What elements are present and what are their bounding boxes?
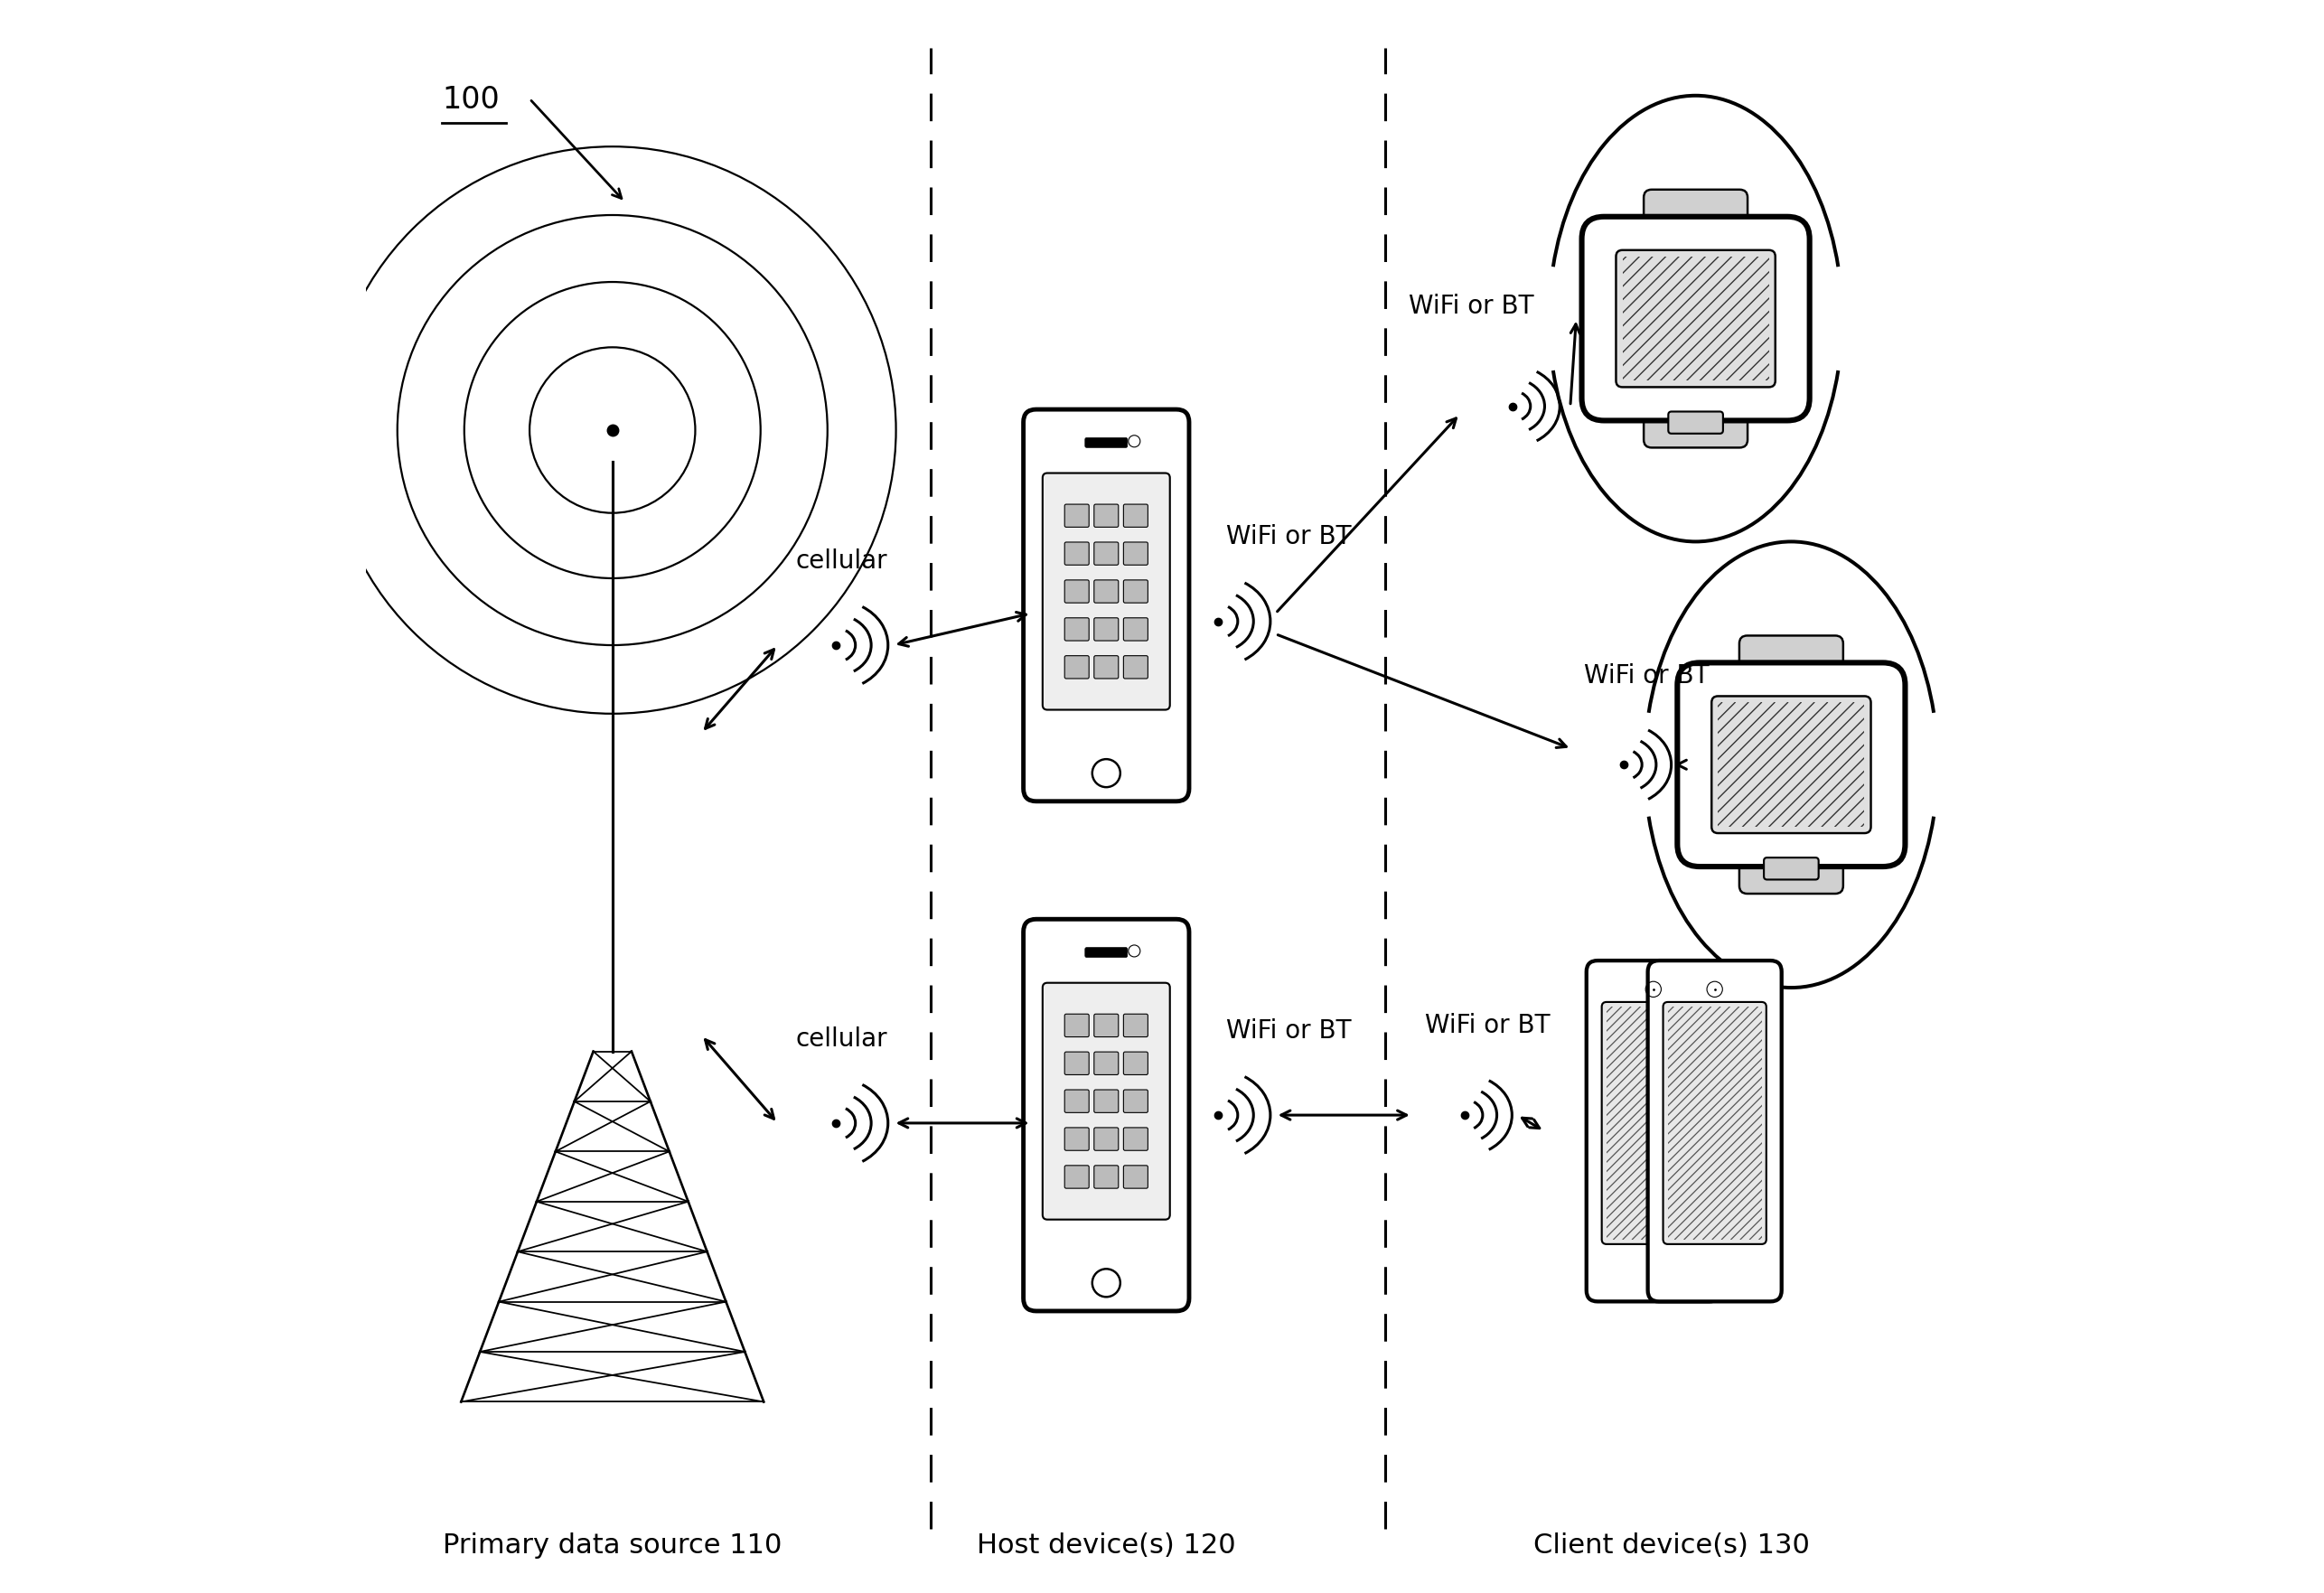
FancyBboxPatch shape bbox=[1085, 948, 1127, 957]
FancyBboxPatch shape bbox=[1738, 636, 1843, 696]
FancyBboxPatch shape bbox=[1122, 1051, 1148, 1075]
FancyBboxPatch shape bbox=[1678, 663, 1906, 867]
FancyBboxPatch shape bbox=[1095, 656, 1118, 679]
FancyBboxPatch shape bbox=[1601, 1002, 1706, 1244]
FancyBboxPatch shape bbox=[1122, 656, 1148, 679]
Text: 100: 100 bbox=[442, 84, 500, 115]
Text: Primary data source 110: Primary data source 110 bbox=[444, 1532, 781, 1558]
FancyBboxPatch shape bbox=[1043, 983, 1169, 1220]
FancyBboxPatch shape bbox=[1064, 618, 1090, 640]
FancyBboxPatch shape bbox=[1064, 505, 1090, 527]
FancyBboxPatch shape bbox=[1085, 438, 1127, 448]
FancyBboxPatch shape bbox=[1064, 1051, 1090, 1075]
Text: WiFi or BT: WiFi or BT bbox=[1408, 293, 1534, 319]
FancyBboxPatch shape bbox=[1122, 1090, 1148, 1112]
Text: WiFi or BT: WiFi or BT bbox=[1425, 1013, 1550, 1039]
FancyBboxPatch shape bbox=[1095, 505, 1118, 527]
FancyBboxPatch shape bbox=[1064, 580, 1090, 602]
FancyBboxPatch shape bbox=[1122, 580, 1148, 602]
FancyBboxPatch shape bbox=[1095, 1090, 1118, 1112]
Text: WiFi or BT: WiFi or BT bbox=[1225, 1018, 1350, 1043]
FancyBboxPatch shape bbox=[1064, 1090, 1090, 1112]
Text: Client device(s) 130: Client device(s) 130 bbox=[1534, 1532, 1810, 1558]
Text: WiFi or BT: WiFi or BT bbox=[1585, 663, 1708, 688]
FancyBboxPatch shape bbox=[1095, 1128, 1118, 1150]
FancyBboxPatch shape bbox=[1122, 1166, 1148, 1188]
FancyBboxPatch shape bbox=[1095, 1015, 1118, 1037]
FancyBboxPatch shape bbox=[1648, 961, 1783, 1301]
FancyBboxPatch shape bbox=[1764, 857, 1820, 879]
FancyBboxPatch shape bbox=[1664, 1002, 1766, 1244]
FancyBboxPatch shape bbox=[1064, 542, 1090, 566]
Text: cellular: cellular bbox=[795, 548, 888, 573]
FancyBboxPatch shape bbox=[1738, 833, 1843, 894]
FancyBboxPatch shape bbox=[1122, 618, 1148, 640]
FancyBboxPatch shape bbox=[1122, 1015, 1148, 1037]
FancyBboxPatch shape bbox=[1095, 542, 1118, 566]
FancyBboxPatch shape bbox=[1043, 473, 1169, 710]
FancyBboxPatch shape bbox=[1710, 696, 1871, 833]
FancyBboxPatch shape bbox=[1095, 1051, 1118, 1075]
FancyBboxPatch shape bbox=[1095, 580, 1118, 602]
FancyBboxPatch shape bbox=[1064, 1015, 1090, 1037]
FancyBboxPatch shape bbox=[1583, 217, 1810, 421]
FancyBboxPatch shape bbox=[1122, 542, 1148, 566]
FancyBboxPatch shape bbox=[1643, 387, 1748, 448]
FancyBboxPatch shape bbox=[1023, 919, 1190, 1311]
FancyBboxPatch shape bbox=[1095, 1166, 1118, 1188]
FancyBboxPatch shape bbox=[1064, 1166, 1090, 1188]
FancyBboxPatch shape bbox=[1643, 190, 1748, 250]
FancyBboxPatch shape bbox=[1615, 250, 1776, 387]
FancyBboxPatch shape bbox=[1064, 656, 1090, 679]
Text: Host device(s) 120: Host device(s) 120 bbox=[976, 1532, 1236, 1558]
FancyBboxPatch shape bbox=[1587, 961, 1720, 1301]
FancyBboxPatch shape bbox=[1023, 409, 1190, 801]
FancyBboxPatch shape bbox=[1064, 1128, 1090, 1150]
Text: WiFi or BT: WiFi or BT bbox=[1225, 524, 1350, 550]
FancyBboxPatch shape bbox=[1122, 1128, 1148, 1150]
FancyBboxPatch shape bbox=[1095, 618, 1118, 640]
FancyBboxPatch shape bbox=[1669, 411, 1722, 433]
FancyBboxPatch shape bbox=[1122, 505, 1148, 527]
Text: cellular: cellular bbox=[795, 1026, 888, 1051]
